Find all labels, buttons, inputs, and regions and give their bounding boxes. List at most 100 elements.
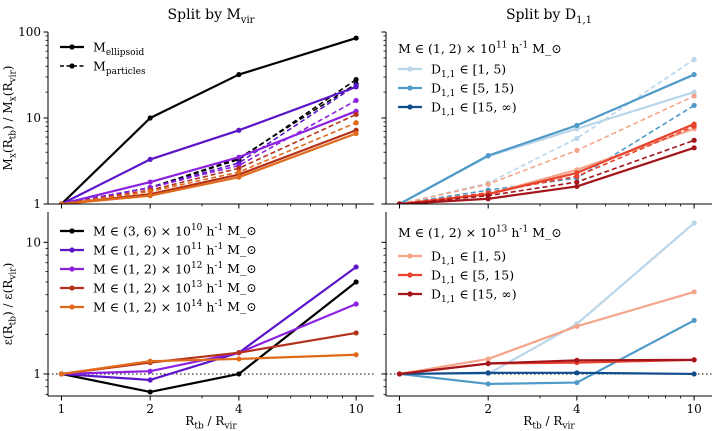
y-axis-label: Mx(Rtb) / Mx(Rvir)	[1, 66, 19, 171]
data-point	[236, 169, 242, 175]
legend-marker	[69, 44, 75, 50]
series-line	[399, 146, 695, 204]
data-point	[147, 179, 153, 185]
data-point	[691, 357, 697, 363]
series-line	[61, 302, 357, 376]
data-point	[396, 371, 403, 377]
column-title: Split by D1,1​	[506, 7, 592, 26]
y-tick-label: 1	[33, 367, 41, 381]
data-point	[574, 179, 580, 185]
panel-top-left: 1 10 100 Split by Mvir​ Mx(Rtb) / Mx(Rvir) Me…	[1, 7, 374, 211]
data-point	[691, 123, 697, 129]
legend-marker	[407, 85, 413, 91]
y-tick-label: 10	[26, 236, 41, 250]
series-line	[61, 266, 357, 382]
data-point	[485, 181, 491, 187]
data-point	[236, 371, 242, 377]
legend-label: D1,1 ∈ [5, 15)	[431, 267, 514, 286]
data-point	[691, 93, 697, 99]
series-line	[399, 58, 695, 204]
data-point	[691, 89, 697, 95]
series-line	[60, 85, 357, 204]
data-point	[691, 371, 697, 377]
data-point	[353, 97, 359, 104]
data-point	[691, 289, 697, 295]
series-line	[399, 139, 695, 204]
x-tick-label: 4	[235, 402, 243, 416]
data-point	[574, 122, 580, 129]
data-point	[691, 220, 697, 226]
data-point	[353, 301, 359, 307]
legend-label: D1,1 ∈ [1, 5)	[431, 61, 506, 80]
data-point	[353, 76, 359, 83]
x-tick-label: 10	[686, 402, 701, 416]
data-point	[353, 330, 359, 336]
data-point	[691, 145, 697, 151]
data-point	[147, 358, 153, 364]
x-tick-label: 1	[396, 402, 404, 416]
x-tick-label: 1	[58, 402, 66, 416]
panel-top-right: Split by D1,1​ M ∈ (1, 2) × 1011 h-1 M_⊙ D…	[381, 7, 712, 209]
panel-annotation: M ∈ (1, 2) × 1011 h-1 M_⊙	[398, 41, 562, 56]
legend-entry: M ∈ (1, 2) × 1013 h-1 M_⊙	[60, 280, 257, 295]
series-line	[399, 127, 695, 204]
legend-marker	[69, 304, 75, 310]
legend-marker	[69, 63, 75, 69]
data-point	[147, 115, 153, 121]
series-line	[61, 122, 357, 204]
x-tick-label: 2	[146, 402, 154, 416]
legend-marker	[69, 228, 75, 234]
legend-label: Mparticles​	[93, 58, 146, 77]
legend-label: M ∈ (1, 2) × 1011 h-1 M_⊙	[93, 242, 257, 257]
data-point	[147, 389, 153, 395]
data-point	[574, 370, 580, 376]
legend-label: D1,1 ∈ [15, ∞)	[431, 99, 517, 118]
data-point	[353, 352, 359, 358]
series-line	[398, 73, 695, 204]
legend-label: M ∈ (3, 6) × 1010 h-1 M_⊙	[93, 223, 257, 238]
data-point	[236, 127, 242, 133]
panel-annotation: M ∈ (1, 2) × 1013 h-1 M_⊙	[398, 225, 562, 240]
data-point	[236, 71, 242, 78]
legend-marker	[407, 291, 413, 297]
series-line	[61, 353, 357, 376]
data-point	[574, 147, 580, 153]
y-tick-label: 10	[26, 111, 41, 125]
series-line	[61, 99, 357, 204]
legend-entry: D1,1 ∈ [5, 15)	[398, 80, 514, 99]
data-point	[236, 165, 242, 171]
series-line	[60, 37, 357, 204]
data-point	[236, 356, 242, 362]
data-point	[485, 360, 491, 367]
x-tick-label: 2	[484, 402, 492, 416]
series-line	[399, 371, 695, 376]
x-tick-label: 4	[573, 402, 581, 416]
legend-entry: D1,1 ∈ [5, 15)	[398, 267, 514, 286]
data-point	[691, 71, 697, 78]
series-line	[399, 95, 695, 204]
data-point	[353, 130, 359, 137]
panel-bottom-left: 1 10 1 2 4 10 ε(Rtb) / ε(Rvir) Rtb / Rvir​ M ∈ (…	[1, 212, 374, 431]
series-line	[399, 125, 695, 204]
data-point	[485, 370, 491, 376]
series-line	[399, 319, 695, 386]
data-point	[574, 135, 580, 141]
legend-entry: D1,1 ∈ [15, ∞)	[398, 286, 517, 305]
data-point	[574, 357, 580, 363]
data-point	[236, 174, 242, 180]
legend-entry: Mellipsoid​	[60, 39, 144, 58]
legend-entry: M ∈ (1, 2) × 1014 h-1 M_⊙	[60, 299, 257, 314]
y-tick-label: 1	[33, 197, 41, 211]
data-point	[485, 356, 491, 362]
data-point	[574, 379, 580, 386]
legend-entry: M ∈ (1, 2) × 1011 h-1 M_⊙	[60, 242, 257, 257]
series-line	[61, 84, 357, 204]
data-point	[236, 350, 242, 356]
series-line	[61, 110, 357, 204]
data-point	[353, 120, 359, 126]
data-point	[485, 381, 491, 387]
data-point	[691, 102, 697, 109]
legend-marker	[69, 247, 75, 253]
data-point	[396, 201, 403, 204]
